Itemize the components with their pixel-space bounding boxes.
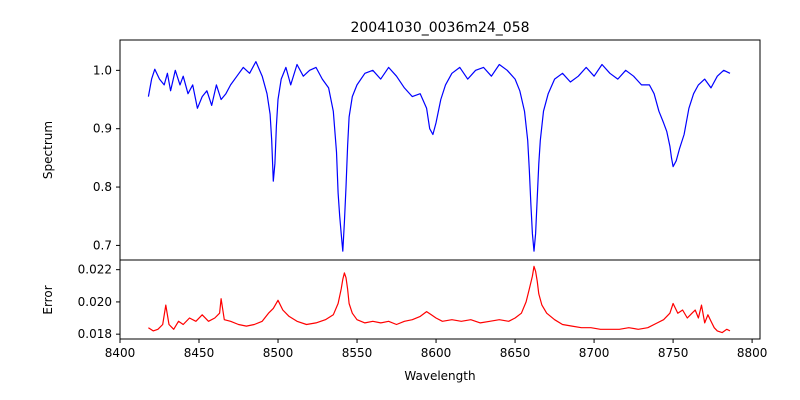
spectrum-panel: 0.7 0.8 0.9 1.0 Spectrum	[41, 39, 761, 261]
error-y-tick-label: 0.022	[78, 263, 112, 277]
x-tick-label: 8500	[263, 346, 294, 360]
x-tick-label: 8450	[184, 346, 215, 360]
error-y-axis-ticks: 0.018 0.020 0.022	[78, 263, 120, 341]
x-tick-label: 8800	[737, 346, 768, 360]
error-plot-frame	[119, 259, 761, 340]
x-axis-label: Wavelength	[404, 369, 475, 383]
x-tick-label: 8650	[500, 346, 531, 360]
wavelength-x-axis-ticks: 8400 8450 8500 8550 8600 8650 8700 8750 8800	[105, 339, 768, 360]
x-tick-label: 8700	[579, 346, 610, 360]
spectrum-y-tick-label: 1.0	[93, 63, 112, 77]
spectrum-plot-area	[120, 40, 760, 260]
spectrum-y-axis-label: Spectrum	[41, 121, 55, 179]
spectrum-y-tick-label: 0.9	[93, 122, 112, 136]
chart-title: 20041030_0036m24_058	[350, 20, 529, 36]
spectrum-y-tick-label: 0.7	[93, 238, 112, 252]
x-tick-label: 8600	[421, 346, 452, 360]
error-y-tick-label: 0.020	[78, 295, 112, 309]
error-line	[148, 265, 731, 334]
x-tick-label: 8750	[658, 346, 689, 360]
spectrum-y-axis-ticks: 0.7 0.8 0.9 1.0	[93, 63, 120, 252]
error-plot-area	[120, 260, 760, 339]
error-y-tick-label: 0.018	[78, 327, 112, 341]
error-y-axis-label: Error	[41, 285, 55, 314]
x-tick-label: 8400	[105, 346, 136, 360]
error-panel: 0.018 0.020 0.022 8400 8450 8500 8550 8600 8650…	[41, 259, 768, 383]
x-tick-label: 8550	[342, 346, 373, 360]
spectrum-y-tick-label: 0.8	[93, 180, 112, 194]
spectrum-line	[147, 61, 731, 252]
